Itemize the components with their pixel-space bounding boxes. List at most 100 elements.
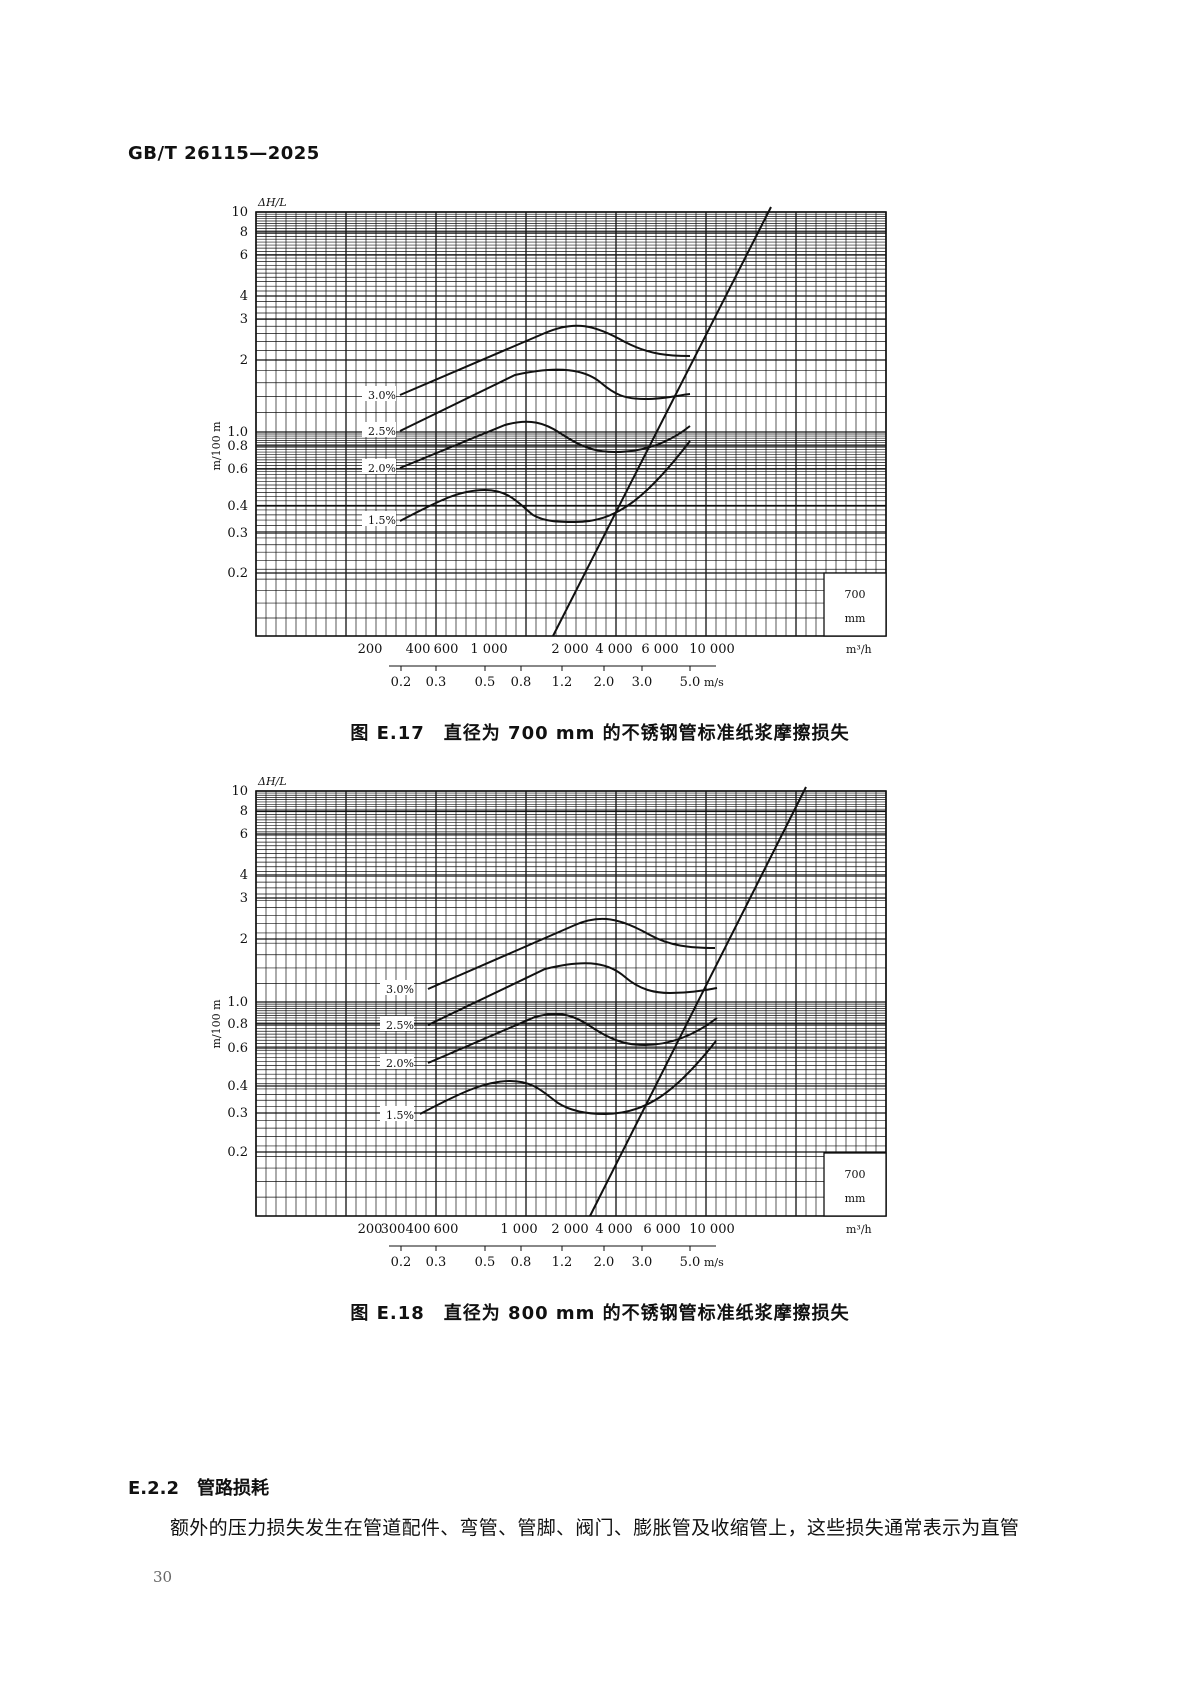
- diameter-box: [823, 1152, 887, 1217]
- y-tick-label: 0.2: [227, 566, 248, 581]
- y-tick-label: 2: [240, 353, 248, 368]
- section-title: 管路损耗: [197, 1478, 270, 1499]
- y-tick-label: 4: [240, 868, 248, 883]
- y-axis-title-side: m/100 m: [210, 999, 223, 1049]
- section-heading: E.2.2 管路损耗: [128, 1474, 287, 1500]
- y-tick-label: 0.6: [227, 1041, 248, 1056]
- figure-e18-caption: 图 E.18 直径为 800 mm 的不锈钢管标准纸浆摩擦损失: [350, 1303, 850, 1324]
- curve-label: 2.0%: [368, 462, 396, 475]
- y-tick-label: 6: [240, 827, 248, 842]
- x-tick-label: 2 000: [551, 1222, 588, 1237]
- y-tick-label: 0.8: [227, 1017, 248, 1032]
- velocity-tick-label: 3.0: [632, 1255, 653, 1270]
- x-tick-label: 1 000: [500, 1222, 537, 1237]
- y-tick-label: 4: [240, 289, 248, 304]
- y-axis-title-top: ΔH/L: [257, 196, 287, 209]
- velocity-tick-label: 0.3: [426, 1255, 447, 1270]
- velocity-tick-label: 2.0: [594, 1255, 615, 1270]
- x-tick-label: 6 000: [643, 1222, 680, 1237]
- x-tick-label: 600: [434, 642, 459, 657]
- curve-label-bg: [380, 980, 414, 995]
- diameter-value: 700: [845, 588, 866, 601]
- velocity-tick-label: 0.8: [511, 675, 532, 690]
- velocity-tick-label: 0.5: [475, 675, 496, 690]
- y-axis-title-side: m/100 m: [210, 421, 223, 471]
- figure-e17-caption: 图 E.17 直径为 700 mm 的不锈钢管标准纸浆摩擦损失: [350, 723, 850, 744]
- curve-label: 2.0%: [386, 1057, 414, 1070]
- velocity-tick-label: 0.2: [391, 1255, 412, 1270]
- concentration-curve: [399, 420, 691, 469]
- y-tick-label: 10: [231, 205, 248, 220]
- curve-label-bg: [362, 386, 396, 401]
- concentration-curve: [427, 1013, 718, 1064]
- x-tick-label: 1 000: [470, 642, 507, 657]
- curve-label: 2.5%: [386, 1019, 414, 1032]
- y-tick-label: 1.0: [227, 995, 248, 1010]
- figure-e18: ΔH/L m/100 m 10 8 6 4 3 2 1.0 0.8 0.6 0.4 0.3 0.2 200 3…: [210, 775, 887, 1270]
- y-tick-label: 0.3: [227, 1106, 248, 1121]
- concentration-curve: [399, 368, 691, 432]
- y-tick-label: 0.2: [227, 1145, 248, 1160]
- x-tick-label: 200: [358, 1222, 383, 1237]
- x-tick-label: 4 000: [595, 1222, 632, 1237]
- velocity-unit: m/s: [704, 1256, 724, 1269]
- y-tick-label: 3: [240, 312, 248, 327]
- x-tick-label: 300: [381, 1222, 406, 1237]
- section-number: E.2.2: [128, 1478, 180, 1499]
- page-number: 30: [153, 1568, 173, 1586]
- x-tick-label: 10 000: [689, 642, 735, 657]
- chart-frame: [255, 790, 887, 1217]
- curve-label-bg: [362, 459, 396, 474]
- chart-frame: [255, 211, 887, 637]
- x-tick-label: 200: [358, 642, 383, 657]
- curve-label-bg: [362, 511, 396, 526]
- concentration-curve: [427, 962, 718, 1026]
- curve-label: 3.0%: [368, 389, 396, 402]
- y-tick-label: 0.6: [227, 462, 248, 477]
- curve-label: 3.0%: [386, 983, 414, 996]
- curve-label: 1.5%: [386, 1109, 414, 1122]
- diameter-value: 700: [845, 1168, 866, 1181]
- y-tick-label: 0.3: [227, 526, 248, 541]
- x-tick-label: 600: [434, 1222, 459, 1237]
- velocity-tick-label: 5.0: [680, 675, 701, 690]
- y-axis-title-top: ΔH/L: [257, 775, 287, 788]
- curve-label: 2.5%: [368, 425, 396, 438]
- curve-label-bg: [380, 1106, 414, 1121]
- velocity-tick-label: 0.2: [391, 675, 412, 690]
- diameter-unit: mm: [845, 1192, 866, 1205]
- concentration-curve: [399, 440, 691, 524]
- concentration-curve: [419, 1040, 717, 1116]
- x-tick-label: 400: [406, 642, 431, 657]
- y-tick-label: 0.8: [227, 439, 248, 454]
- friction-loss-chart-800: ΔH/Lm/100 m10864321.00.80.60.40.30.22003…: [210, 775, 887, 1270]
- velocity-tick-label: 0.5: [475, 1255, 496, 1270]
- curve-label: 1.5%: [368, 514, 396, 527]
- standard-code: GB/T 26115—2025: [128, 143, 320, 164]
- velocity-unit: m/s: [704, 676, 724, 689]
- velocity-line: [589, 786, 807, 1217]
- grid: [255, 790, 887, 1217]
- curve-label-bg: [380, 1016, 414, 1031]
- y-tick-label: 8: [240, 225, 248, 240]
- y-tick-label: 6: [240, 248, 248, 263]
- y-tick-label: 3: [240, 891, 248, 906]
- y-tick-label: 0.4: [227, 499, 248, 514]
- y-tick-label: 8: [240, 804, 248, 819]
- figure-e17: ΔH/L m/100 m 10 8 6 4 3 2 1.0 0.8 0.6 0.4 0.3 0.2 200 4…: [0, 0, 1200, 720]
- velocity-tick-label: 0.3: [426, 675, 447, 690]
- velocity-tick-label: 1.2: [552, 675, 573, 690]
- velocity-tick-label: 0.8: [511, 1255, 532, 1270]
- x-tick-label: 10 000: [689, 1222, 735, 1237]
- diameter-unit: mm: [845, 612, 866, 625]
- y-tick-label: 10: [231, 784, 248, 799]
- body-paragraph: 额外的压力损失发生在管道配件、弯管、管脚、阀门、膨胀管及收缩管上，这些损失通常表…: [170, 1517, 1020, 1539]
- y-tick-label: 0.4: [227, 1079, 248, 1094]
- velocity-tick-label: 1.2: [552, 1255, 573, 1270]
- x-axis-unit: m³/h: [846, 1223, 872, 1236]
- x-tick-label: 400: [406, 1222, 431, 1237]
- velocity-tick-label: 5.0: [680, 1255, 701, 1270]
- velocity-tick-label: 2.0: [594, 675, 615, 690]
- concentration-curve: [427, 917, 716, 990]
